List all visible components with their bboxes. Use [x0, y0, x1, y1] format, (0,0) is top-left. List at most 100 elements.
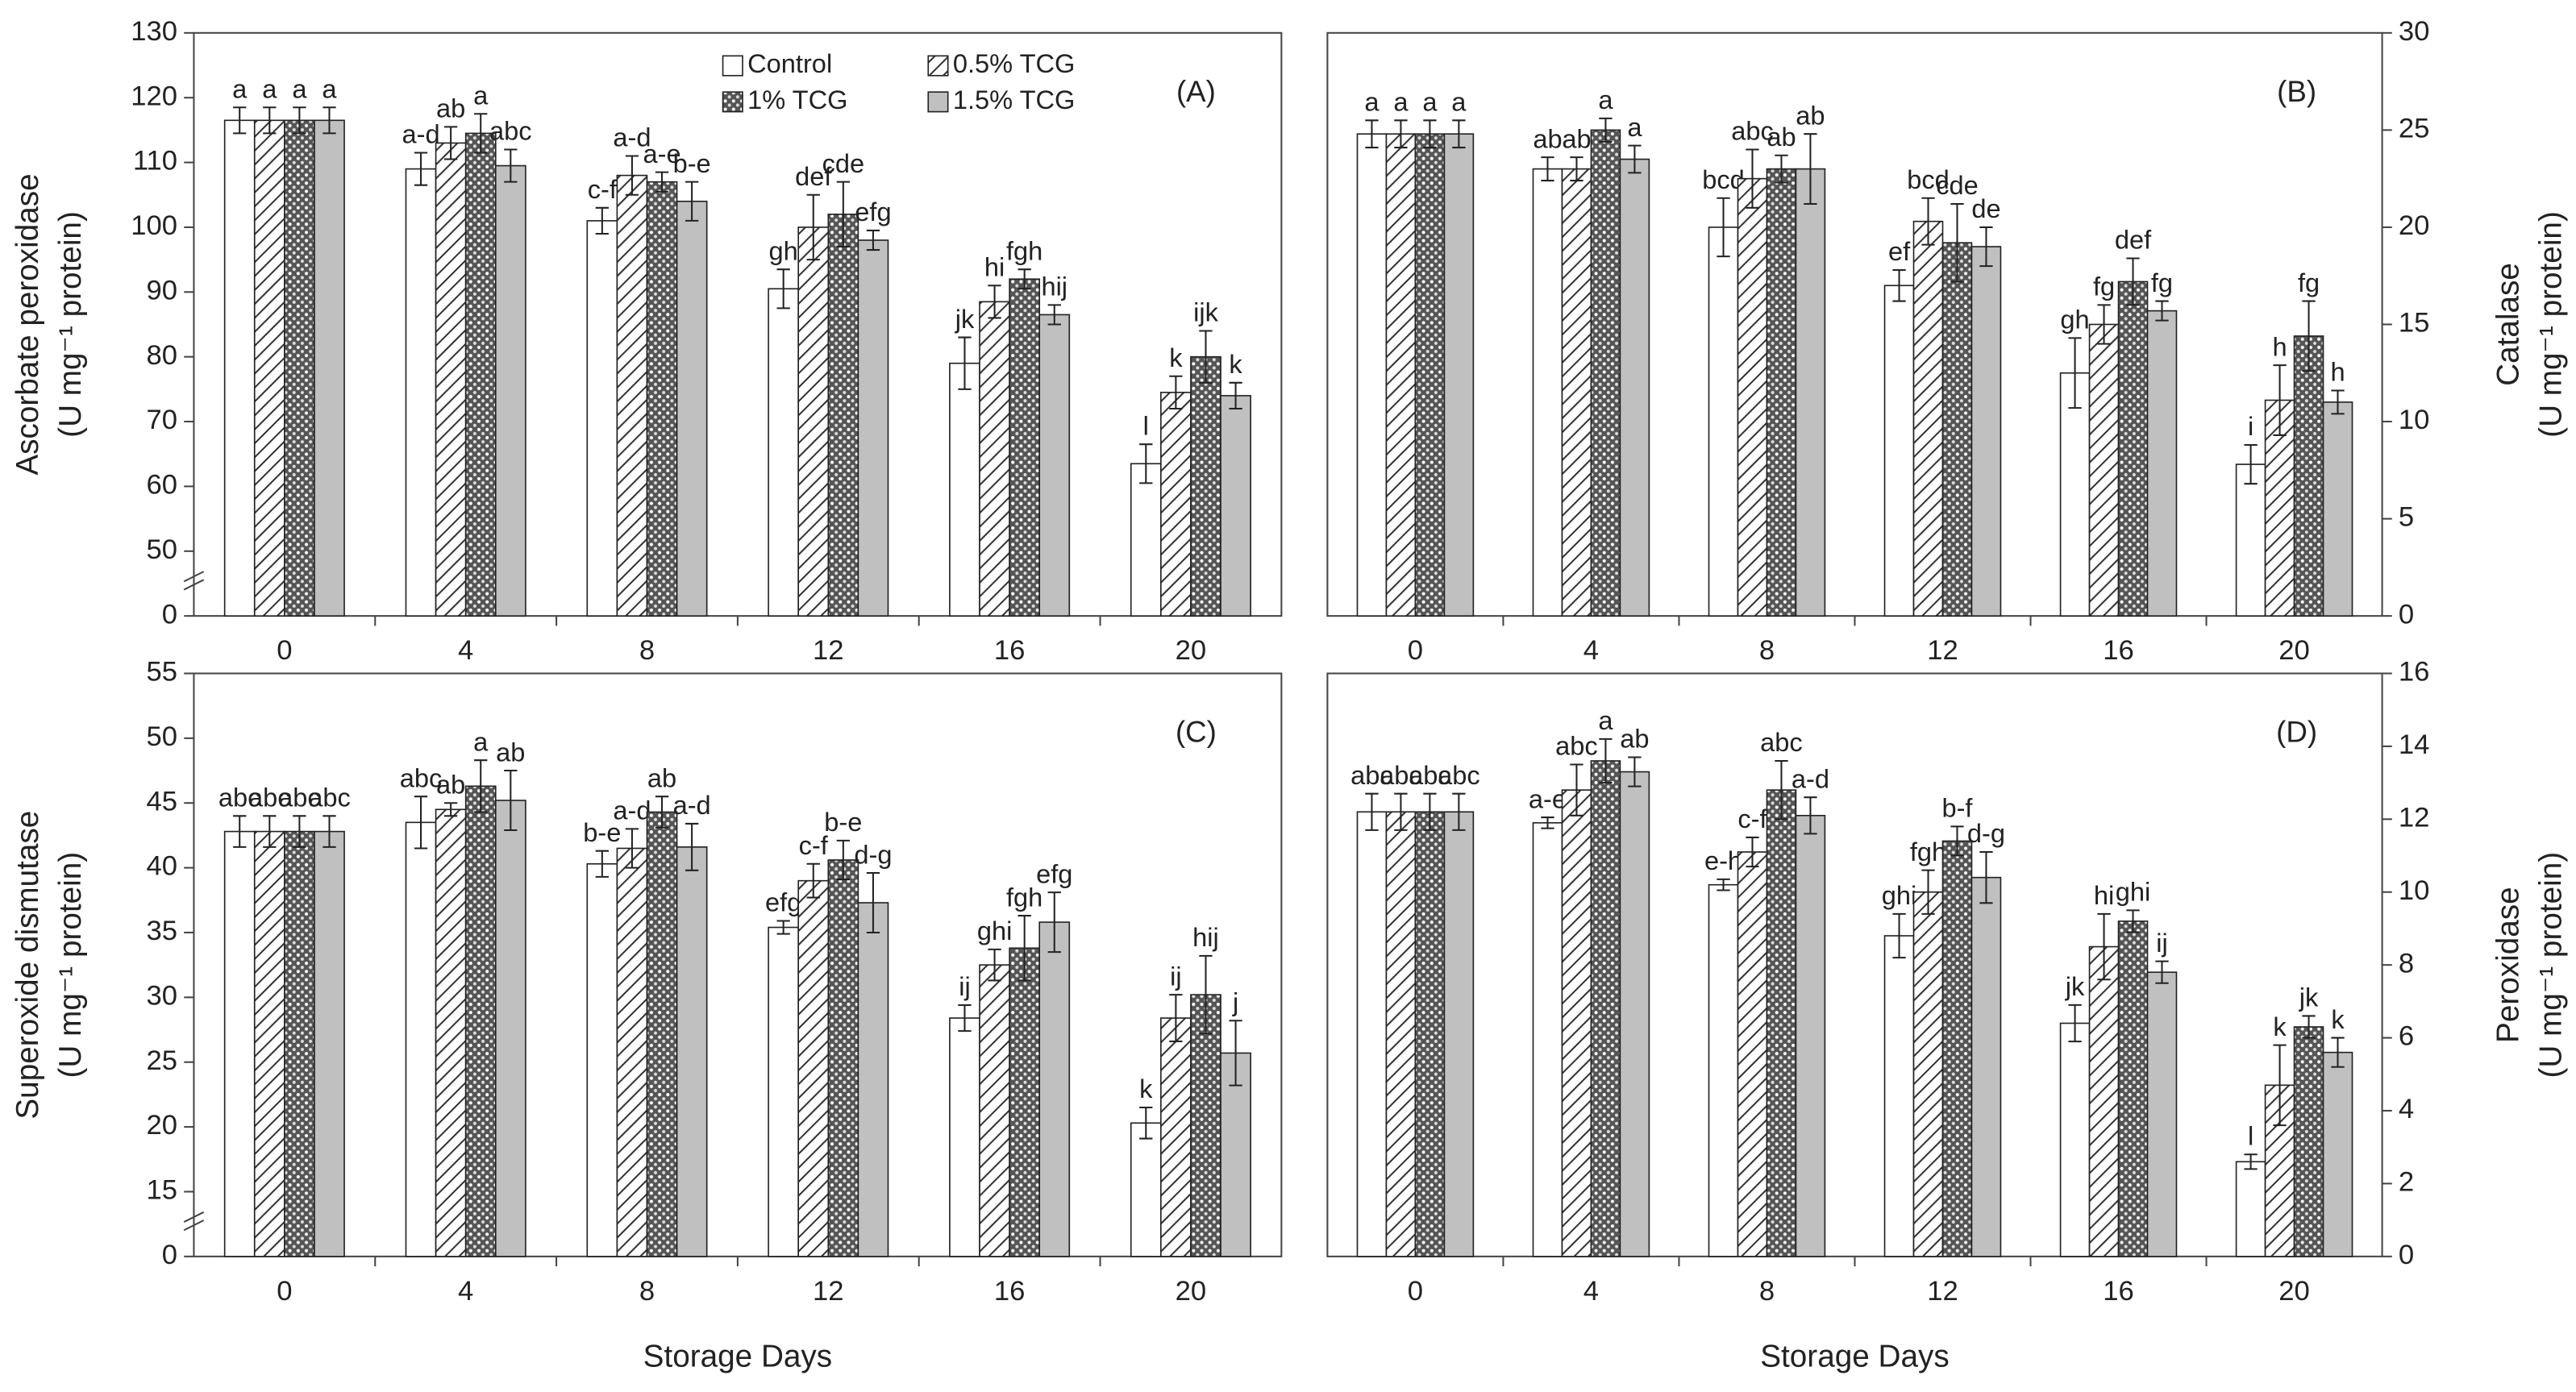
significance-letter: e-h: [1704, 846, 1742, 875]
significance-letter: i: [2248, 411, 2253, 441]
error-bar: [1746, 836, 1759, 868]
y-tick-label: 12: [2399, 802, 2430, 833]
bar: [1443, 811, 1475, 1257]
x-tick-label: 4: [458, 635, 473, 666]
y-tick-label: 5: [2399, 502, 2414, 533]
significance-letter: d-g: [854, 839, 892, 869]
significance-letter: a: [473, 726, 489, 756]
error-bar: [836, 181, 851, 248]
error-bar: [806, 193, 820, 261]
error-bar: [1979, 850, 1993, 904]
bar: [1795, 814, 1826, 1257]
error-bar: [958, 1003, 972, 1033]
significance-letter: ab: [1562, 123, 1591, 153]
bar: [2264, 399, 2295, 617]
bar: [1708, 883, 1739, 1257]
bar: [494, 164, 526, 617]
bar: [2088, 323, 2120, 617]
x-tick-label: 12: [1927, 635, 1958, 666]
significance-letter: fg: [2151, 268, 2173, 297]
error-bar: [866, 229, 880, 251]
y-tick-label: 35: [147, 916, 178, 946]
error-bar: [2331, 1037, 2345, 1068]
bar: [223, 830, 256, 1257]
error-bar: [2244, 443, 2258, 485]
bar: [979, 301, 1010, 617]
significance-letter: a: [1598, 705, 1613, 735]
bar: [2088, 945, 2120, 1257]
y-tick-label: 30: [2399, 16, 2430, 47]
error-bar: [1570, 763, 1583, 817]
y-axis-label: (U mg⁻¹ protein): [2534, 211, 2569, 438]
x-tick-label: 12: [813, 635, 844, 666]
x-axis-label: Storage Days: [643, 1339, 832, 1373]
significance-letter: c-f: [799, 830, 829, 860]
significance-letter: a-d: [673, 790, 711, 820]
axis-break: [183, 579, 205, 591]
significance-letter: a-e: [1529, 783, 1567, 813]
bar: [1941, 242, 1973, 617]
bar: [223, 119, 256, 617]
y-axis-label: Peroxidase: [2491, 887, 2526, 1043]
error-bar: [1892, 268, 1906, 302]
significance-letter: cde: [822, 148, 865, 178]
significance-letter: k: [1229, 349, 1242, 379]
error-bar: [1365, 119, 1379, 149]
bar: [1590, 129, 1621, 617]
y-axis-label: (U mg⁻¹ protein): [53, 852, 88, 1078]
bar: [1561, 168, 1592, 617]
y-tick-label: 14: [2399, 729, 2430, 760]
y-tick-label: 16: [2399, 657, 2430, 688]
error-bar: [1394, 792, 1408, 831]
significance-letter: a: [1627, 112, 1642, 142]
legend-label: 1.5% TCG: [953, 85, 1076, 114]
error-bar: [323, 815, 336, 848]
y-tick-label: 110: [133, 146, 177, 177]
significance-letter: ab: [436, 769, 465, 799]
error-bar: [2331, 389, 2345, 415]
error-bar: [323, 106, 336, 135]
significance-letter: fgh: [1910, 837, 1946, 866]
bar: [2146, 971, 2178, 1257]
x-tick-label: 8: [639, 1276, 655, 1307]
legend-swatch: [722, 55, 743, 77]
significance-letter: ab: [1796, 100, 1825, 130]
bar: [1970, 246, 2002, 617]
significance-letter: abc: [1438, 760, 1480, 790]
error-bar: [1169, 994, 1183, 1043]
error-bar: [233, 815, 247, 848]
error-bar: [866, 872, 880, 933]
significance-letter: k: [1139, 1074, 1153, 1103]
error-bar: [1199, 330, 1213, 384]
y-tick-label: 30: [147, 980, 178, 1011]
bar: [2117, 920, 2149, 1257]
error-bar: [474, 113, 488, 154]
y-tick-label: 15: [2399, 308, 2430, 339]
error-bar: [1229, 1020, 1242, 1087]
bar: [616, 174, 648, 617]
error-bar: [1775, 759, 1788, 821]
panel-label: (C): [1176, 716, 1217, 749]
x-tick-label: 0: [1408, 635, 1423, 666]
bar: [979, 964, 1010, 1257]
significance-letter: efg: [855, 197, 891, 226]
y-tick-label: 10: [2399, 875, 2430, 906]
error-bar: [1950, 825, 1964, 857]
y-tick-label: 6: [2399, 1021, 2414, 1052]
significance-letter: abc: [218, 783, 261, 812]
y-tick-label: 50: [147, 534, 178, 565]
x-tick-label: 12: [813, 1276, 844, 1307]
y-tick-label: 8: [2399, 948, 2414, 979]
x-tick-label: 4: [1583, 635, 1599, 666]
error-bar: [836, 839, 851, 881]
bar: [1766, 789, 1797, 1257]
error-bar: [1775, 154, 1788, 184]
plot-frame: [1326, 672, 2383, 1257]
bar: [1561, 789, 1592, 1257]
y-tick-label: 80: [147, 340, 178, 371]
significance-letter: l: [1143, 410, 1149, 440]
bar: [768, 288, 800, 617]
significance-letter: k: [2273, 1012, 2287, 1041]
significance-letter: ghi: [977, 916, 1013, 945]
